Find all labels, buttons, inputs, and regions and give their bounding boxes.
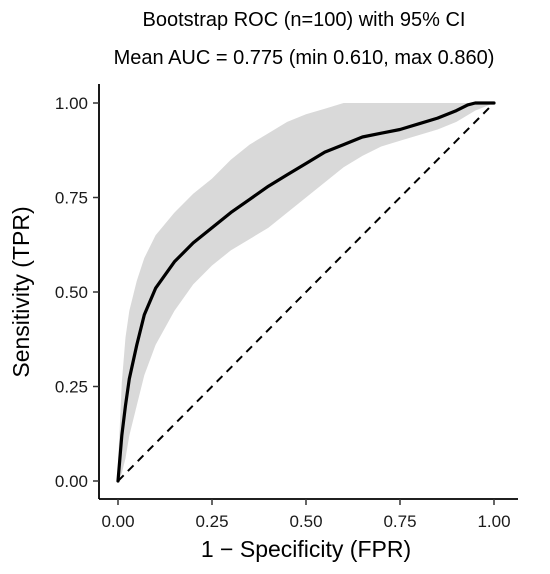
y-tick-label: 0.75 xyxy=(55,189,88,208)
plot-area xyxy=(116,101,496,483)
y-tick-label: 0.50 xyxy=(55,283,88,302)
y-axis-label: Sensitivity (TPR) xyxy=(8,206,34,377)
x-tick-label: 0.50 xyxy=(289,512,322,531)
y-tick-label: 0.00 xyxy=(55,472,88,491)
mean-roc-curve xyxy=(116,101,496,483)
ci-band xyxy=(118,103,494,481)
x-tick-label: 1.00 xyxy=(477,512,510,531)
x-tick-label: 0.00 xyxy=(101,512,134,531)
x-axis-ticks: 0.00 0.25 0.50 0.75 1.00 xyxy=(101,499,511,531)
chart-title: Bootstrap ROC (n=100) with 95% CI xyxy=(143,9,466,31)
x-axis-label: 1 − Specificity (FPR) xyxy=(201,536,411,562)
y-tick-label: 0.25 xyxy=(55,378,88,397)
x-tick-label: 0.75 xyxy=(383,512,416,531)
y-tick-label: 1.00 xyxy=(55,94,88,113)
y-axis-ticks: 0.00 0.25 0.50 0.75 1.00 xyxy=(55,94,99,491)
reference-line xyxy=(117,102,495,482)
chart-subtitle: Mean AUC = 0.775 (min 0.610, max 0.860) xyxy=(114,47,495,69)
x-tick-label: 0.25 xyxy=(195,512,228,531)
